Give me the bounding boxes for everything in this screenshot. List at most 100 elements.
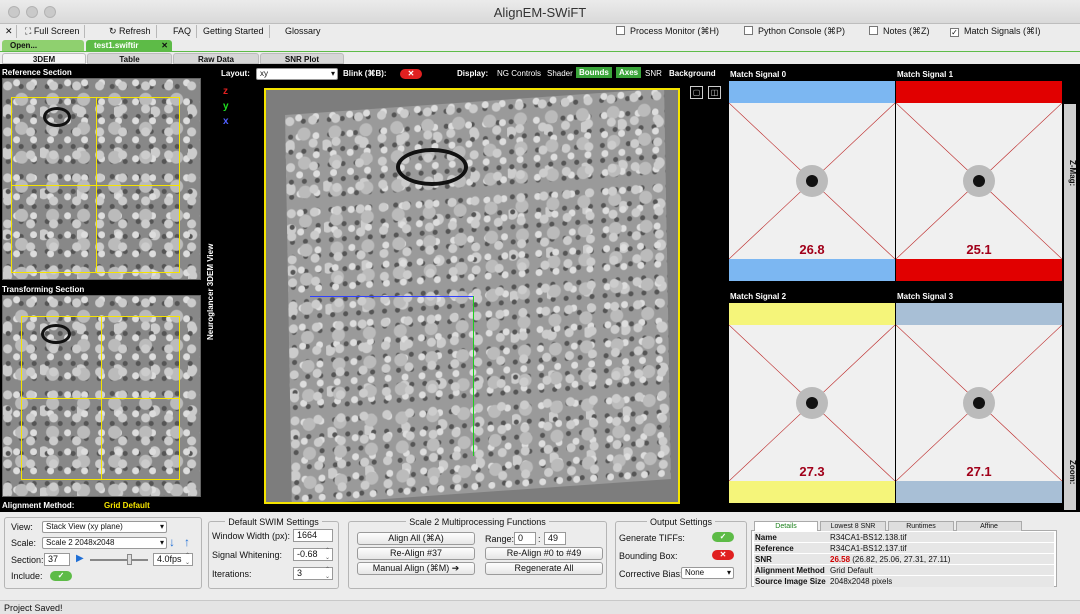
- blink-toggle[interactable]: ✕: [400, 69, 422, 79]
- align-all-button[interactable]: Align All (⌘A): [357, 532, 475, 545]
- title-bar: AlignEM-SWiFT: [0, 0, 1080, 24]
- bounds-toggle[interactable]: Bounds: [576, 67, 612, 78]
- tab-runtimes[interactable]: Runtimes: [888, 521, 954, 531]
- include-toggle[interactable]: ✓: [50, 571, 72, 581]
- bias-select[interactable]: None: [681, 567, 734, 579]
- detail-key: Reference: [755, 544, 794, 553]
- checkbox-box[interactable]: [616, 26, 625, 35]
- fps-spinner[interactable]: 4.0fps: [153, 553, 193, 567]
- regenerate-all-button[interactable]: Regenerate All: [485, 562, 603, 575]
- process-monitor-checkbox[interactable]: Process Monitor (⌘H): [616, 26, 719, 37]
- scale-down-icon[interactable]: ↓: [169, 535, 175, 549]
- realign-button[interactable]: Re-Align #37: [357, 547, 475, 560]
- scale-up-icon[interactable]: ↑: [184, 535, 190, 549]
- snr-toggle[interactable]: SNR: [645, 69, 662, 78]
- close-window-button[interactable]: [8, 6, 20, 18]
- whitening-spinner[interactable]: -0.68: [293, 548, 333, 562]
- notes-label: Notes (⌘Z): [883, 26, 930, 36]
- viewer-split-icon[interactable]: ◫: [708, 86, 721, 99]
- layout-select[interactable]: xy: [256, 68, 338, 80]
- axes-toggle[interactable]: Axes: [616, 67, 642, 78]
- blink-label: Blink (⌘B):: [343, 69, 387, 78]
- match-signal-0-tile[interactable]: 26.8: [729, 81, 895, 281]
- reference-thumbnail[interactable]: [2, 78, 201, 280]
- match-signal-1-tile[interactable]: 25.1: [896, 81, 1062, 281]
- section-slider-handle[interactable]: [127, 554, 132, 565]
- getting-started-button[interactable]: Getting Started: [198, 25, 270, 38]
- detail-key: Source Image Size: [755, 577, 826, 586]
- tiffs-label: Generate TIFFs:: [619, 533, 685, 543]
- swim-settings-group: Default SWIM Settings: [208, 517, 339, 589]
- range-label: Range:: [485, 534, 515, 544]
- tiffs-toggle[interactable]: ✓: [712, 532, 734, 542]
- iterations-spinner[interactable]: 3: [293, 567, 333, 581]
- exit-button[interactable]: ✕: [2, 25, 17, 38]
- tab-affine[interactable]: Affine: [956, 521, 1022, 531]
- glossary-button[interactable]: Glossary: [285, 26, 321, 36]
- detail-row-method: Alignment Method Grid Default: [754, 565, 1054, 576]
- reference-section-label: Reference Section: [2, 68, 72, 77]
- toolbar: ✕ ⛶ Full Screen ↻ Refresh FAQ Getting St…: [0, 24, 1080, 39]
- iterations-label: Iterations:: [212, 569, 252, 579]
- zoom-window-button[interactable]: [44, 6, 56, 18]
- display-label: Display:: [457, 69, 489, 78]
- realign-range-button[interactable]: Re-Align #0 to #49: [485, 547, 603, 560]
- refresh-button[interactable]: ↻ Refresh: [104, 25, 157, 38]
- tab-open[interactable]: Open...: [2, 40, 84, 51]
- transforming-thumbnail[interactable]: [2, 295, 201, 497]
- faq-button[interactable]: FAQ: [168, 25, 198, 38]
- range-start-input[interactable]: 0: [514, 532, 536, 545]
- match-signal-3-tile[interactable]: 27.1: [896, 303, 1062, 503]
- tab-raw-data[interactable]: Raw Data: [173, 53, 259, 64]
- neuroglancer-vertical-label: Neuroglancer 3DEM View: [206, 243, 215, 340]
- output-title: Output Settings: [646, 517, 716, 527]
- tab-table[interactable]: Table: [87, 53, 172, 64]
- window-title: AlignEM-SWiFT: [493, 5, 587, 20]
- tab-snr-plot[interactable]: SNR Plot: [260, 53, 344, 64]
- snr-value-2: 27.3: [799, 464, 825, 479]
- zmag-slider-track[interactable]: [1064, 104, 1076, 510]
- range-separator: :: [538, 534, 541, 544]
- grid-overlay: [21, 316, 180, 480]
- scale-select[interactable]: Scale 2 2048x2048: [42, 537, 167, 549]
- detail-row-size: Source Image Size 2048x2048 pixels: [754, 576, 1054, 587]
- tab-details[interactable]: Details: [754, 521, 818, 531]
- tab-lowest-snr[interactable]: Lowest 8 SNR: [820, 521, 886, 531]
- refresh-label: Refresh: [119, 26, 151, 36]
- bounding-box-toggle[interactable]: ✕: [712, 550, 734, 560]
- shader-toggle[interactable]: Shader: [547, 69, 573, 78]
- detail-value: R34CA1-BS12.137.tif: [830, 544, 907, 553]
- section-slider-track[interactable]: [90, 559, 148, 561]
- neuroglancer-viewport[interactable]: [264, 88, 680, 504]
- check-icon[interactable]: ✓: [950, 28, 959, 37]
- ng-controls-toggle[interactable]: NG Controls: [497, 69, 542, 78]
- grid-overlay: [11, 97, 180, 273]
- window-width-input[interactable]: 1664: [293, 529, 333, 542]
- range-end-input[interactable]: 49: [544, 532, 566, 545]
- close-tab-icon[interactable]: ✕: [161, 41, 168, 50]
- viewer-layout-icon[interactable]: ▢: [690, 86, 703, 99]
- manual-align-button[interactable]: Manual Align (⌘M) ➔: [357, 562, 475, 575]
- match-signal-2-tile[interactable]: 27.3: [729, 303, 895, 503]
- tab-3dem[interactable]: 3DEM: [2, 53, 86, 64]
- python-console-checkbox[interactable]: Python Console (⌘P): [744, 26, 845, 37]
- checkbox-box[interactable]: [744, 26, 753, 35]
- match-signal-2-label: Match Signal 2: [730, 292, 787, 301]
- section-controls-group: [4, 517, 202, 589]
- minimize-window-button[interactable]: [26, 6, 38, 18]
- fullscreen-button[interactable]: ⛶ Full Screen: [20, 25, 86, 38]
- snr-value-3: 27.1: [966, 464, 992, 479]
- notes-checkbox[interactable]: Notes (⌘Z): [869, 26, 930, 37]
- view-select[interactable]: Stack View (xy plane): [42, 521, 167, 533]
- section-input[interactable]: 37: [44, 553, 70, 566]
- zmag-label: Z-Mag:: [1068, 160, 1077, 187]
- match-signals-checkbox[interactable]: ✓ Match Signals (⌘I): [950, 26, 1041, 37]
- tab-project-file[interactable]: test1.swiftir ✕: [86, 40, 172, 51]
- play-icon[interactable]: ▶: [76, 553, 84, 564]
- alignment-method-value: Grid Default: [104, 501, 150, 510]
- layout-label: Layout:: [221, 69, 250, 78]
- include-label: Include:: [11, 571, 43, 581]
- checkbox-box[interactable]: [869, 26, 878, 35]
- background-toggle[interactable]: Background: [669, 69, 716, 78]
- x-axis-line: [310, 296, 474, 297]
